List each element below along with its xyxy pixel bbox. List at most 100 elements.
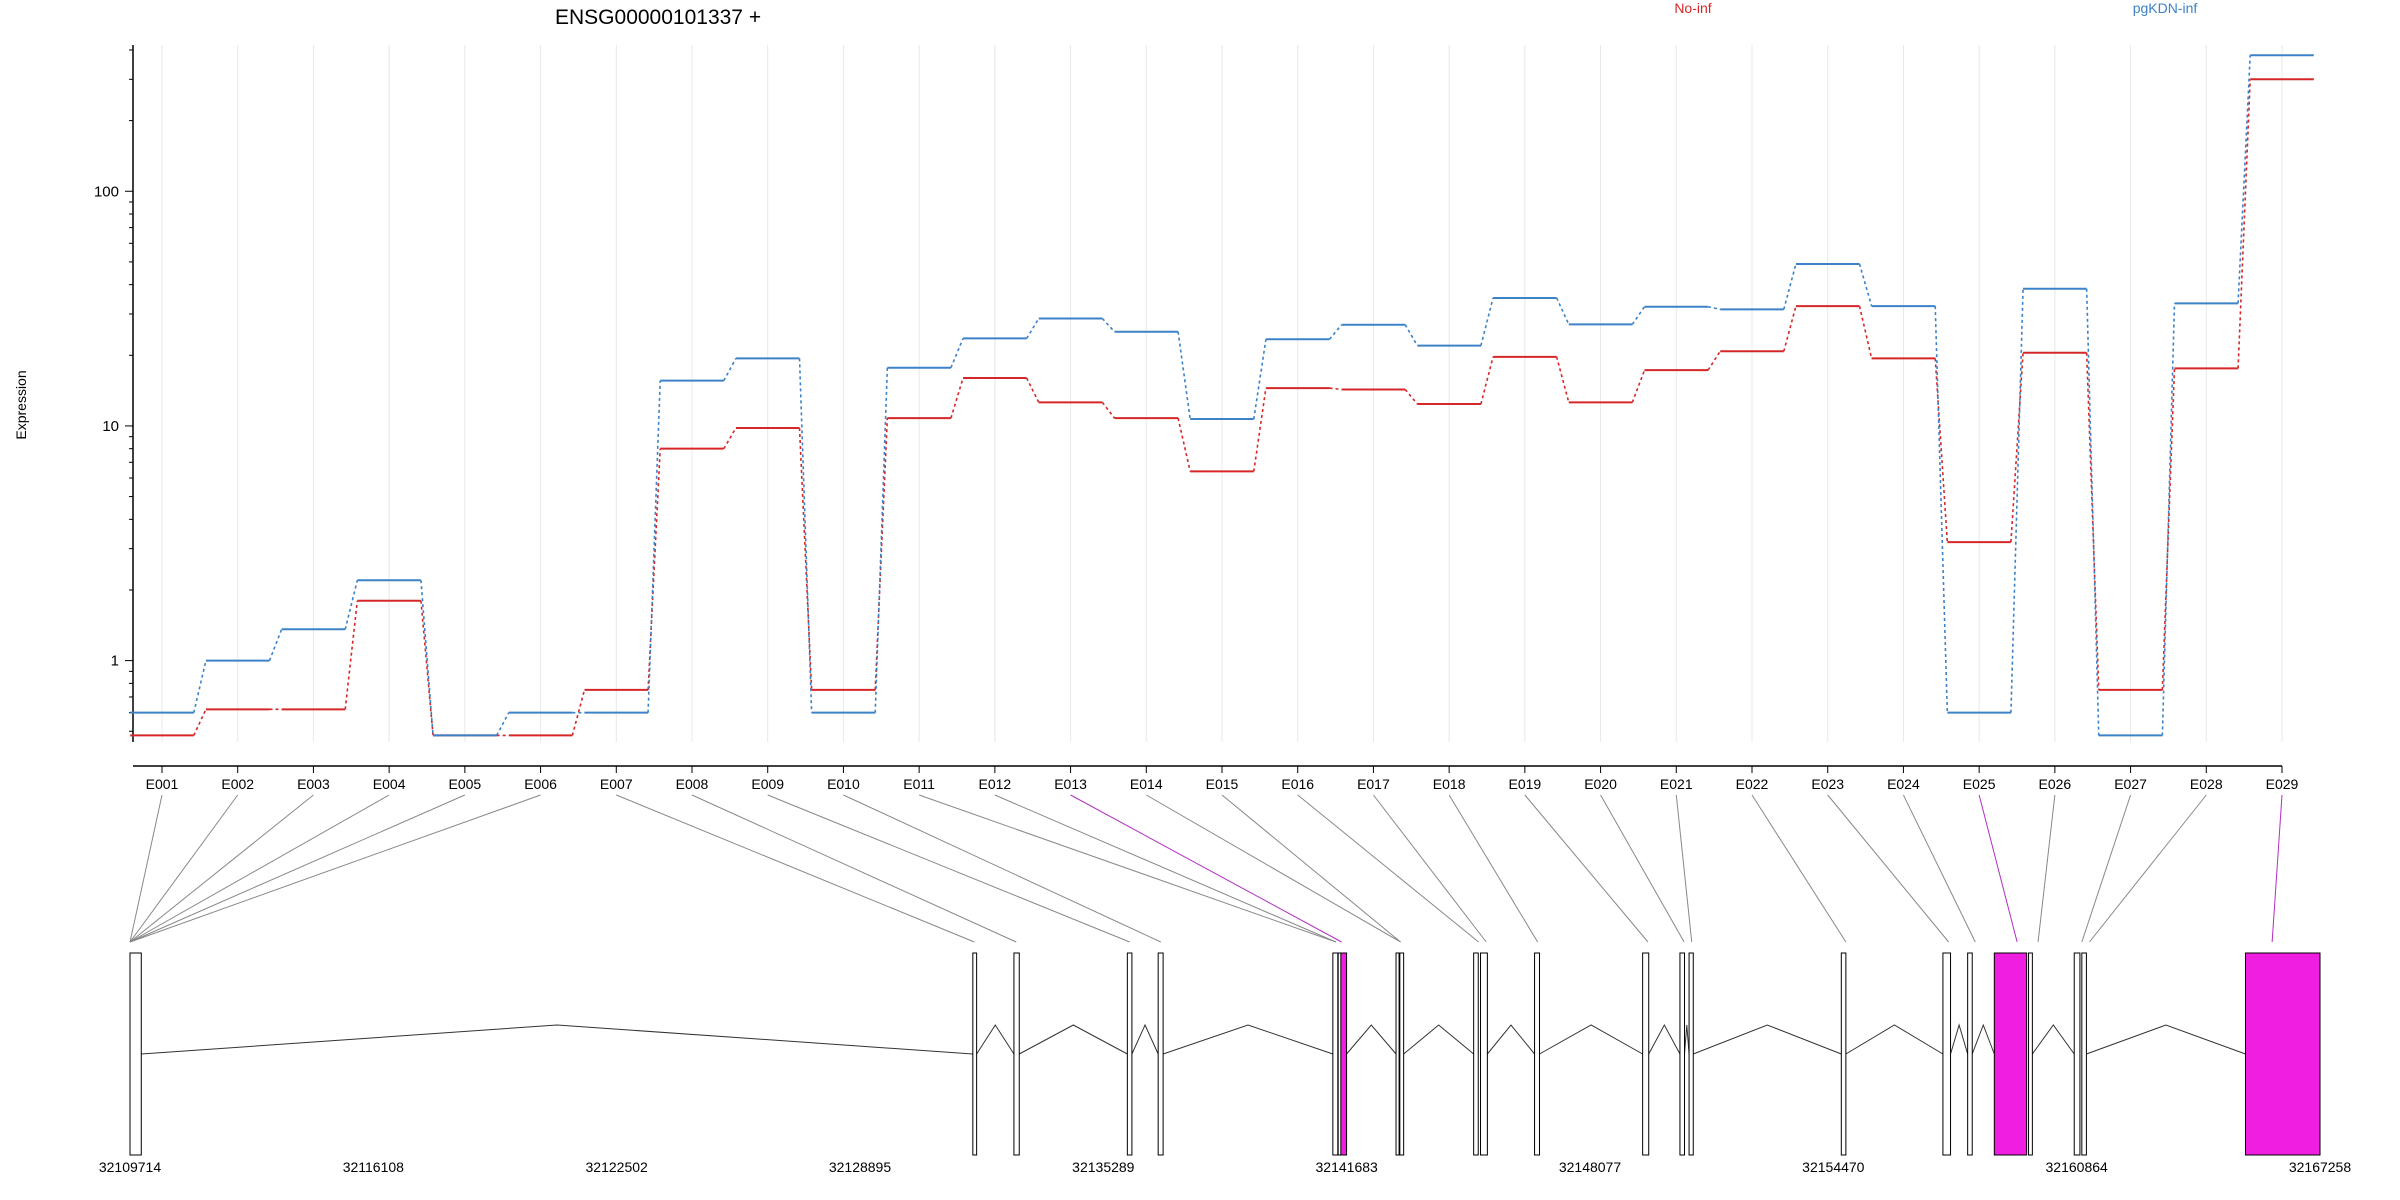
intron-line — [1950, 1023, 1969, 1055]
series-pgkdn-inf-connector — [798, 358, 813, 713]
gene-coordinate-label: 32109714 — [99, 1159, 162, 1175]
x-tick-label-e029: E029 — [2266, 776, 2299, 792]
series-pgkdn-inf-connector — [495, 712, 510, 736]
exon-block — [1013, 952, 1020, 1156]
series-no-inf-connector — [1858, 305, 1873, 359]
legend-pgkdn-inf: pgKDN-inf — [2133, 0, 2198, 16]
exon-block — [1534, 952, 1541, 1156]
exon-block — [972, 952, 978, 1156]
x-tick-label-e008: E008 — [676, 776, 709, 792]
y-axis: 1 10 100 — [94, 45, 134, 742]
x-tick-label-e023: E023 — [1811, 776, 1844, 792]
x-tick-label-e026: E026 — [2039, 776, 2072, 792]
intron-line — [1019, 1024, 1128, 1055]
gene-coordinate-label: 32135289 — [1072, 1159, 1135, 1175]
intron-line — [1971, 1023, 1995, 1055]
exon-block — [1480, 952, 1488, 1156]
series-pgkdn-inf-connector — [1101, 317, 1116, 333]
exon-block — [1473, 952, 1479, 1156]
connector-e019 — [1524, 794, 1649, 943]
gene-coordinate-label: 32128895 — [829, 1159, 892, 1175]
connector-e027 — [2081, 794, 2132, 943]
exon-block-highlighted — [1340, 952, 1348, 1156]
series-no-inf-connector — [1177, 417, 1191, 472]
exon-block — [129, 952, 142, 1156]
intron-line — [141, 1024, 973, 1055]
connector-e020 — [1600, 794, 1685, 943]
y-tick-label: 10 — [102, 418, 119, 435]
intron-line — [1648, 1023, 1681, 1055]
exon-block — [1157, 952, 1164, 1156]
connector-e023 — [1827, 794, 1950, 943]
connector-e002 — [129, 794, 239, 943]
series-no-inf-connector — [1934, 358, 1949, 543]
x-tick-label-e027: E027 — [2114, 776, 2147, 792]
series-no-inf-connector — [2085, 352, 2100, 690]
intron-line — [1693, 1024, 1842, 1055]
intron-line — [1346, 1024, 1397, 1055]
intron-line — [1684, 1024, 1690, 1055]
intron-line — [1539, 1024, 1643, 1055]
series-pgkdn-inf-connector — [2085, 288, 2100, 736]
exon-block — [1967, 952, 1973, 1156]
x-tick-label-e024: E024 — [1887, 776, 1920, 792]
series-no-inf-connector — [193, 709, 207, 736]
intron-line — [1486, 1024, 1535, 1055]
series-no-inf-connector — [571, 689, 586, 736]
x-tick-label-e019: E019 — [1509, 776, 1542, 792]
x-tick-label-e025: E025 — [1963, 776, 1996, 792]
series-pgkdn-inf-connector — [2010, 288, 2024, 713]
series-pgkdn-inf-connector — [1631, 306, 1646, 325]
x-axis: E001 E002 E003 E004 E005 E006 E007 E008 E009 E010… — [133, 765, 2299, 792]
y-tick-label: 1 — [111, 653, 119, 670]
connector-e015 — [1221, 794, 1401, 943]
exon-block — [1126, 952, 1133, 1156]
gene-coordinate-label: 32116108 — [343, 1159, 404, 1175]
series-pgkdn-inf-connector — [2161, 303, 2176, 736]
exon-block — [1840, 952, 1847, 1156]
series-no-inf-connector — [1480, 356, 1494, 405]
connector-e010 — [843, 794, 1162, 943]
series-no-inf-connector — [1707, 350, 1721, 371]
x-tick-label-e002: E002 — [221, 776, 254, 792]
exon-block — [2081, 952, 2087, 1156]
series-pgkdn-inf-connector — [874, 367, 889, 713]
exon-block-highlighted — [1993, 952, 2028, 1156]
connector-e012 — [994, 794, 1337, 943]
series-no-inf-connector — [647, 448, 661, 690]
series-pgkdn-inf-connector — [647, 380, 661, 713]
intron-line — [1845, 1024, 1944, 1055]
series-pgkdn-inf-connector — [2237, 55, 2251, 304]
intron-line — [1131, 1023, 1159, 1055]
series-no-inf-connector — [344, 600, 359, 710]
connector-e001 — [129, 794, 163, 943]
exon-block — [2073, 952, 2081, 1156]
connector-e018 — [1448, 794, 1539, 943]
intron-line — [976, 1024, 1015, 1055]
intron-line — [2086, 1024, 2246, 1055]
gene-coordinate-label: 32154470 — [1802, 1159, 1865, 1175]
series-pgkdn-inf-connector — [1253, 339, 1267, 420]
gene-model — [129, 952, 2321, 1156]
connector-e008 — [691, 794, 1017, 943]
x-tick-label-e011: E011 — [903, 776, 935, 792]
series-pgkdn-inf-connector — [1025, 318, 1040, 339]
series-pgkdn-inf-connector — [1783, 263, 1797, 310]
series-pgkdn-inf-connector — [420, 580, 434, 736]
exon-block — [1332, 952, 1339, 1156]
x-tick-label-e005: E005 — [449, 776, 482, 792]
exon-block — [1688, 952, 1694, 1156]
series-no-inf-connector — [1404, 388, 1418, 405]
connector-e005 — [129, 794, 466, 943]
connector-e029 — [2271, 794, 2283, 943]
x-tick-label-e012: E012 — [979, 776, 1012, 792]
series-no-inf-connector — [420, 600, 434, 736]
exon-block — [2028, 952, 2033, 1156]
connector-e017 — [1373, 794, 1487, 943]
series-pgkdn-inf-connector — [1707, 305, 1721, 311]
series-pgkdn-inf-connector — [1858, 263, 1873, 307]
gene-coordinate-label: 32167258 — [2289, 1159, 2352, 1175]
series-pgkdn-inf-connector — [1404, 324, 1419, 346]
exon-connector-lines — [129, 794, 2283, 943]
